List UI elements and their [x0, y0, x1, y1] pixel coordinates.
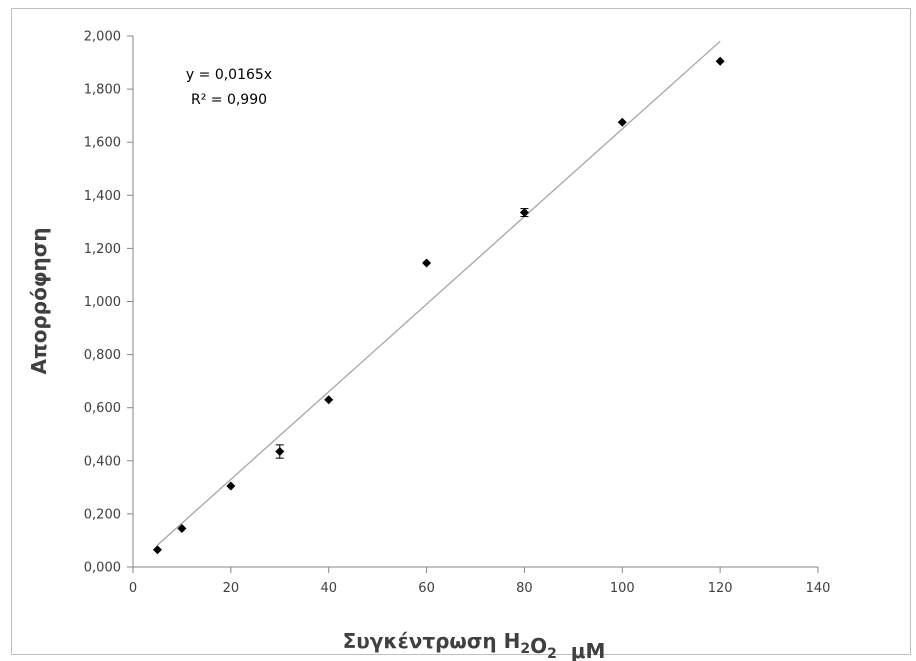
chart-frame — [11, 8, 911, 655]
x-tick-label: 140 — [806, 581, 831, 596]
data-point — [275, 447, 285, 457]
y-tick-label: 0,000 — [84, 561, 121, 576]
x-axis-title: Συγκέντρωση H2O2 μM — [343, 629, 606, 661]
y-tick-label: 2,000 — [84, 30, 121, 45]
x-tick-label: 100 — [610, 581, 635, 596]
data-point — [324, 395, 334, 405]
trendline-line — [157, 40, 721, 546]
y-tick-label: 0,600 — [84, 401, 121, 416]
trendline — [157, 40, 721, 546]
y-axis: 0,000 0,200 0,400 0,600 0,800 1,000 1,200 1,400… — [84, 30, 134, 576]
y-tick-label: 1,800 — [84, 83, 121, 98]
x-tick-label: 0 — [129, 581, 137, 596]
x-axis: 0 20 40 60 80 100 120 140 — [129, 566, 831, 596]
y-tick-label: 0,200 — [84, 507, 121, 522]
x-tick-label: 80 — [516, 581, 533, 596]
trendline-r-squared: R² = 0,990 — [191, 92, 267, 108]
y-tick-label: 1,200 — [84, 242, 121, 257]
trendline-equation: y = 0,0165x — [186, 67, 272, 83]
y-tick-label: 1,000 — [84, 295, 121, 310]
x-tick-label: 120 — [708, 581, 733, 596]
data-points — [152, 56, 725, 555]
x-tick-label: 40 — [320, 581, 337, 596]
x-tick-label: 20 — [223, 581, 240, 596]
data-point — [519, 208, 529, 218]
data-point — [715, 56, 725, 66]
data-point — [422, 258, 432, 268]
x-tick-label: 60 — [418, 581, 435, 596]
y-axis-title: Απορρόφηση — [27, 227, 51, 374]
data-point — [152, 545, 162, 555]
y-tick-label: 1,600 — [84, 136, 121, 151]
y-tick-label: 1,400 — [84, 189, 121, 204]
data-point — [177, 524, 187, 534]
y-tick-label: 0,400 — [84, 454, 121, 469]
data-point — [617, 117, 627, 127]
y-tick-label: 0,800 — [84, 348, 121, 363]
data-point — [226, 481, 236, 491]
